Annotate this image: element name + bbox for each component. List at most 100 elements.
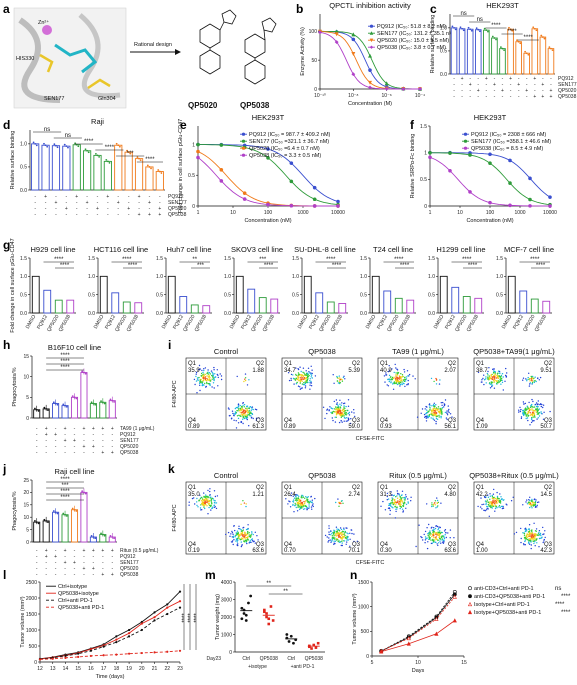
chart-k-event (247, 528, 249, 530)
chart-k-event (426, 537, 428, 539)
chart-i-event (239, 411, 241, 413)
chart-d-dot (126, 149, 128, 152)
chart-g-bar (31, 275, 40, 314)
chart-c-ytick-label: 1.0 (440, 26, 447, 32)
chart-e-legend-marker (241, 139, 246, 143)
chart-i-event (248, 425, 250, 427)
chart-h-row-sign: + (101, 450, 104, 456)
chart-i-event (301, 380, 303, 382)
chart-n-ytick-label: 500 (361, 629, 370, 635)
chart-k-event (206, 501, 208, 504)
chart-i-event (535, 402, 538, 404)
chart-k-event (247, 532, 249, 534)
chart-m-point (263, 610, 266, 614)
chart-n-legend-label: Isotype+QP5038+anti PD-1 (474, 610, 541, 616)
chart-j-dot (92, 536, 95, 538)
chart-i-event (237, 417, 240, 420)
chart-k-event (213, 504, 216, 506)
chart-k-event (303, 500, 305, 503)
chart-d-dot (63, 143, 66, 146)
chart-i-event (426, 414, 428, 417)
chart-i-event (212, 373, 214, 375)
chart-k-event (328, 540, 330, 542)
chart-d-dot (65, 145, 68, 148)
chart-k-event (335, 526, 338, 528)
chart-i-event (531, 417, 533, 420)
chart-i-event (393, 371, 395, 374)
chart-k-event (391, 497, 393, 499)
chart-i-event (425, 417, 427, 419)
chart-k-event (344, 534, 346, 537)
chart-c-row-sign: + (493, 82, 496, 88)
chart-j-dot (71, 507, 74, 510)
chart-i-xlabel: CFSE-FITC (356, 436, 385, 442)
chart-k-event (329, 534, 331, 536)
chart-i-event (404, 377, 406, 379)
chart-l-point (166, 606, 169, 609)
chart-i-event (354, 415, 356, 418)
chart-i-event (307, 378, 309, 380)
chart-i-event (531, 403, 533, 406)
chart-g-bar (542, 300, 551, 314)
chart-i-event (292, 374, 294, 376)
chart-d-row-sign: + (55, 200, 58, 206)
chart-k-event (213, 490, 216, 492)
chart-h-row-sign: + (101, 426, 104, 432)
chart-k-event (233, 525, 235, 527)
chart-i-event (242, 404, 244, 406)
chart-k-event (244, 532, 246, 534)
chart-g-cellline-title: SKOV3 cell line (231, 245, 283, 254)
chart-i-event (246, 412, 249, 414)
chart-l-series-line (39, 591, 181, 660)
chart-g-cellline-title: MCF-7 cell line (504, 245, 554, 254)
chart-d-dot (106, 160, 109, 163)
chart-l-point (51, 657, 54, 660)
chart-i-event (493, 368, 495, 370)
chart-i-event (204, 373, 207, 376)
chart-c-row-sign: - (477, 82, 479, 88)
chart-e-point (219, 168, 224, 172)
panel-label-d: d (3, 118, 11, 132)
chart-i-event (424, 408, 426, 410)
chart-m-point (249, 594, 253, 598)
chart-i-event (439, 379, 441, 381)
chart-i-event (211, 371, 213, 374)
chart-i-event (535, 408, 537, 410)
chart-i-event (220, 375, 223, 377)
chart-h-dot (54, 402, 57, 405)
chart-k-event (339, 527, 342, 529)
chart-i-event (353, 409, 355, 411)
chart-k-event (343, 533, 345, 535)
chart-c-row-sign: - (502, 76, 504, 82)
chart-k-event (249, 540, 251, 542)
chart-d-dot (34, 142, 37, 145)
chart-k-event (246, 540, 248, 542)
chart-i-event (434, 410, 436, 413)
chart-f-ylabel: Relative SIRPα-Fc binding (410, 134, 416, 199)
chart-i-q2-value: 1.88 (252, 368, 264, 374)
chart-g-cellline-title: HCT116 cell line (94, 245, 148, 254)
chart-i-event (425, 405, 427, 408)
chart-k-event (204, 496, 206, 498)
chart-k-event (244, 533, 246, 535)
chart-g-sig-label: **** (264, 263, 274, 269)
chart-j-dot (94, 537, 97, 540)
chart-g-bar (99, 275, 108, 314)
chart-i-event (391, 378, 393, 380)
chart-k-event (513, 533, 516, 535)
chart-k-event (434, 541, 436, 543)
chart-i-event (531, 398, 533, 401)
chart-c-row-sign: - (453, 82, 455, 88)
chart-i-event (242, 410, 245, 413)
chart-n-point (434, 631, 439, 636)
chart-d-sig-label: **** (84, 139, 94, 145)
chart-d-row-sign: + (148, 200, 151, 206)
chart-k-event (533, 504, 535, 506)
chart-i-event (337, 382, 340, 384)
chart-k-event (435, 532, 437, 534)
chart-k-event (302, 495, 304, 497)
chart-k-event (410, 496, 412, 498)
chart-k-event (492, 505, 495, 508)
chart-i-event (435, 404, 437, 406)
